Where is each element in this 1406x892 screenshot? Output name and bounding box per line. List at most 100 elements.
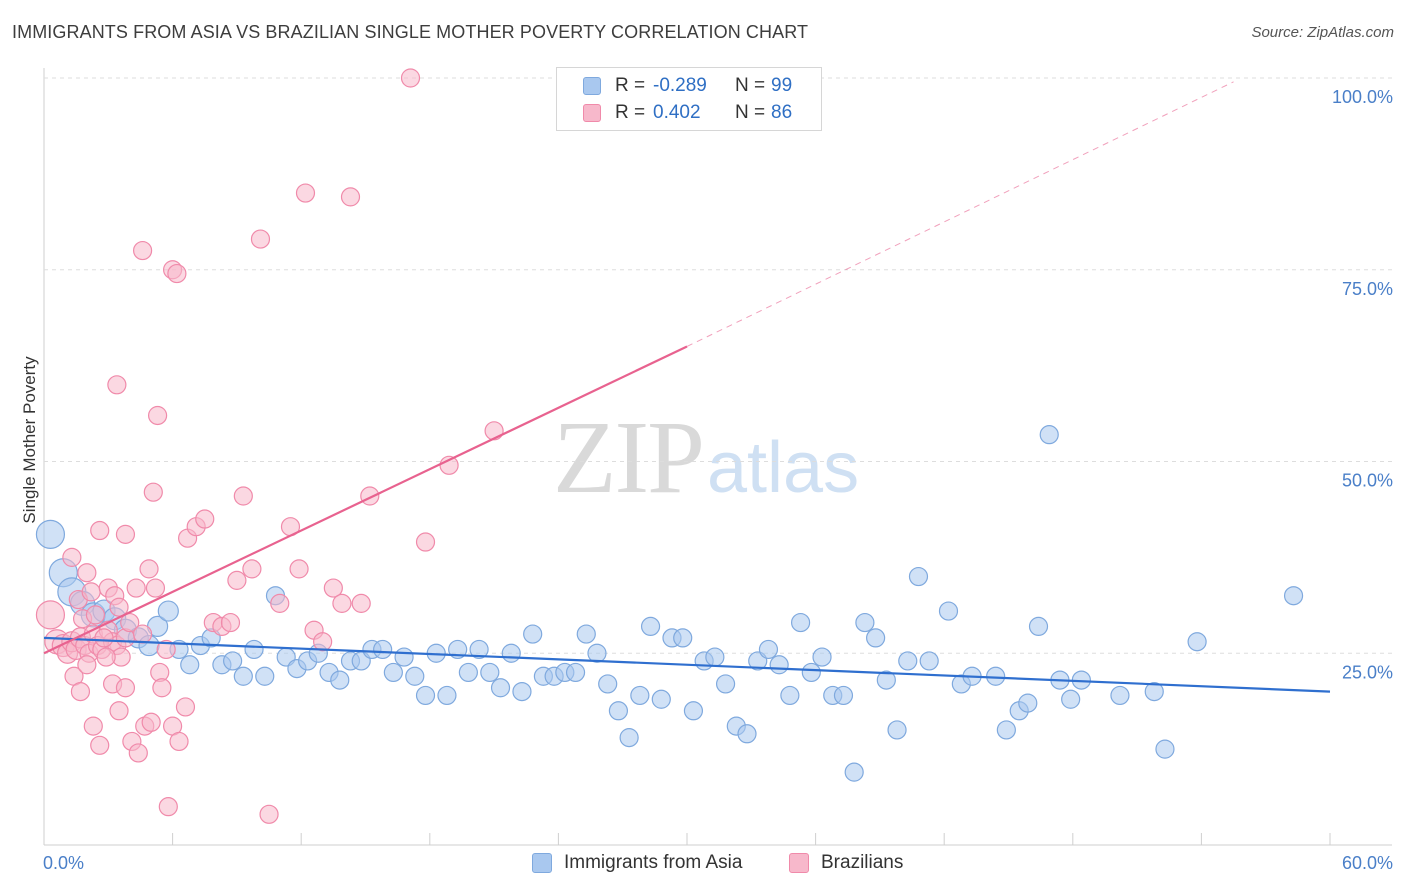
- data-point-pink: [141, 712, 161, 732]
- data-point-blue: [855, 612, 875, 633]
- data-point-pink: [96, 647, 116, 667]
- y-tick-label: 25.0%: [1342, 662, 1393, 682]
- data-point-blue: [1155, 739, 1175, 759]
- data-point-blue: [651, 689, 671, 709]
- data-point-pink: [35, 600, 66, 630]
- data-point-blue: [223, 651, 243, 671]
- data-point-blue: [833, 685, 854, 706]
- data-point-pink: [143, 482, 163, 502]
- data-point-blue: [705, 647, 725, 667]
- data-point-blue: [790, 612, 811, 633]
- data-point-pink: [85, 605, 106, 625]
- trend-line-extension-pink: [686, 81, 1234, 347]
- bottom-legend-label-blue: Immigrants from Asia: [564, 852, 743, 873]
- data-point-pink: [145, 578, 166, 598]
- data-point-blue: [737, 724, 757, 744]
- data-point-pink: [295, 183, 316, 203]
- data-point-blue: [394, 647, 414, 667]
- data-point-pink: [152, 678, 172, 698]
- data-point-pink: [351, 593, 371, 613]
- data-point-blue: [157, 600, 179, 622]
- data-point-blue: [1283, 586, 1304, 606]
- data-point-blue: [919, 651, 939, 671]
- legend-swatch-pink: [583, 104, 601, 122]
- data-point-blue: [619, 728, 639, 748]
- bottom-legend-swatch-blue: [532, 853, 552, 873]
- bottom-legend-swatch-pink: [789, 853, 809, 873]
- data-point-blue: [887, 720, 907, 740]
- source-credit: Source: ZipAtlas.com: [1251, 24, 1394, 41]
- data-point-blue: [1144, 681, 1164, 702]
- data-point-blue: [1187, 632, 1207, 652]
- data-point-pink: [90, 520, 110, 541]
- data-point-pink: [195, 509, 215, 529]
- data-point-pink: [62, 547, 82, 567]
- data-point-pink: [167, 263, 187, 284]
- data-point-blue: [640, 616, 661, 637]
- data-point-blue: [587, 643, 607, 663]
- watermark: ZIPatlas: [553, 398, 859, 517]
- data-point-pink: [220, 612, 241, 633]
- data-point-blue: [908, 566, 929, 587]
- data-point-pink: [132, 624, 153, 644]
- legend-r-value: 0.402: [653, 102, 701, 123]
- x-tick-label: 60.0%: [1342, 853, 1393, 873]
- data-point-pink: [120, 612, 140, 633]
- data-point-blue: [630, 685, 650, 706]
- data-point-pink: [169, 731, 189, 752]
- data-point-pink: [70, 681, 91, 702]
- correlation-legend: R = -0.289 N = 99 R = 0.402 N = 86: [556, 67, 822, 131]
- data-point-pink: [83, 716, 103, 736]
- data-point-blue: [780, 685, 800, 706]
- data-point-blue: [437, 685, 457, 706]
- data-point-pink: [128, 743, 148, 763]
- x-tick-label: 0.0%: [43, 853, 84, 873]
- data-point-blue: [565, 662, 586, 683]
- data-point-pink: [77, 655, 97, 675]
- data-point-blue: [683, 701, 704, 721]
- data-point-blue: [876, 670, 896, 690]
- y-tick-label: 50.0%: [1342, 471, 1393, 491]
- data-point-blue: [35, 519, 66, 549]
- data-point-pink: [147, 405, 168, 426]
- data-point-pink: [332, 593, 352, 613]
- data-point-blue: [233, 666, 253, 686]
- data-point-pink: [175, 697, 196, 717]
- data-point-blue: [938, 601, 959, 621]
- data-point-pink: [126, 578, 146, 598]
- data-point-pink: [289, 559, 309, 579]
- data-point-blue: [769, 655, 789, 675]
- data-point-blue: [598, 674, 618, 694]
- data-point-pink: [139, 559, 159, 579]
- trend-line-blue: [43, 636, 1331, 693]
- data-point-blue: [1110, 685, 1130, 706]
- data-point-blue: [715, 674, 736, 694]
- data-point-blue: [608, 701, 629, 721]
- legend-n-label: N =: [735, 102, 766, 123]
- legend-r-label: R =: [615, 102, 646, 123]
- data-point-blue: [373, 639, 393, 660]
- data-point-pink: [242, 559, 262, 579]
- data-point-pink: [340, 187, 361, 207]
- data-point-blue: [490, 678, 511, 698]
- data-point-pink: [109, 701, 129, 721]
- data-point-pink: [115, 524, 136, 544]
- data-point-pink: [132, 240, 153, 261]
- data-point-pink: [81, 582, 101, 602]
- y-tick-label: 100.0%: [1332, 87, 1393, 107]
- data-point-blue: [1039, 425, 1059, 445]
- y-tick-label: 75.0%: [1342, 279, 1393, 299]
- data-point-blue: [844, 762, 864, 782]
- data-point-pink: [233, 486, 253, 506]
- data-point-pink: [109, 597, 129, 617]
- data-point-blue: [330, 670, 350, 690]
- data-point-blue: [244, 639, 264, 660]
- data-point-pink: [90, 735, 110, 755]
- data-point-blue: [458, 662, 478, 683]
- y-axis-label-container: Single Mother Poverty: [16, 320, 44, 560]
- legend-n-value: 86: [771, 102, 793, 123]
- data-point-blue: [415, 685, 436, 706]
- data-point-pink: [227, 570, 247, 590]
- legend-swatch-blue: [583, 77, 601, 95]
